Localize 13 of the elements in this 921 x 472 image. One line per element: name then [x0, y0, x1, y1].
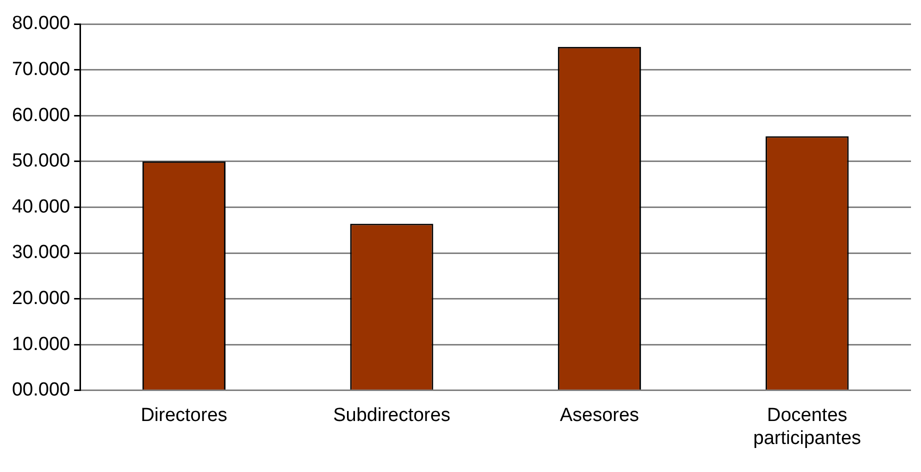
y-tick-label: 50.000: [12, 150, 70, 172]
x-tick-label: Directores: [140, 405, 228, 426]
y-tick-label: 20.000: [12, 288, 70, 310]
y-tick-label: 00.000: [12, 380, 70, 401]
y-tick-label: 30.000: [12, 242, 70, 264]
x-tick-label: Asesores: [560, 405, 640, 426]
x-tick-label: Docentes participantes: [753, 405, 862, 449]
y-tick-label: 10.000: [12, 334, 70, 355]
y-tick-label: 70.000: [12, 59, 70, 80]
y-tick-label: 40.000: [12, 196, 70, 218]
y-tick-label: 60.000: [12, 104, 70, 126]
y-tick-label: 80.000: [12, 13, 70, 34]
x-tick-label: Subdirectores: [333, 405, 450, 426]
